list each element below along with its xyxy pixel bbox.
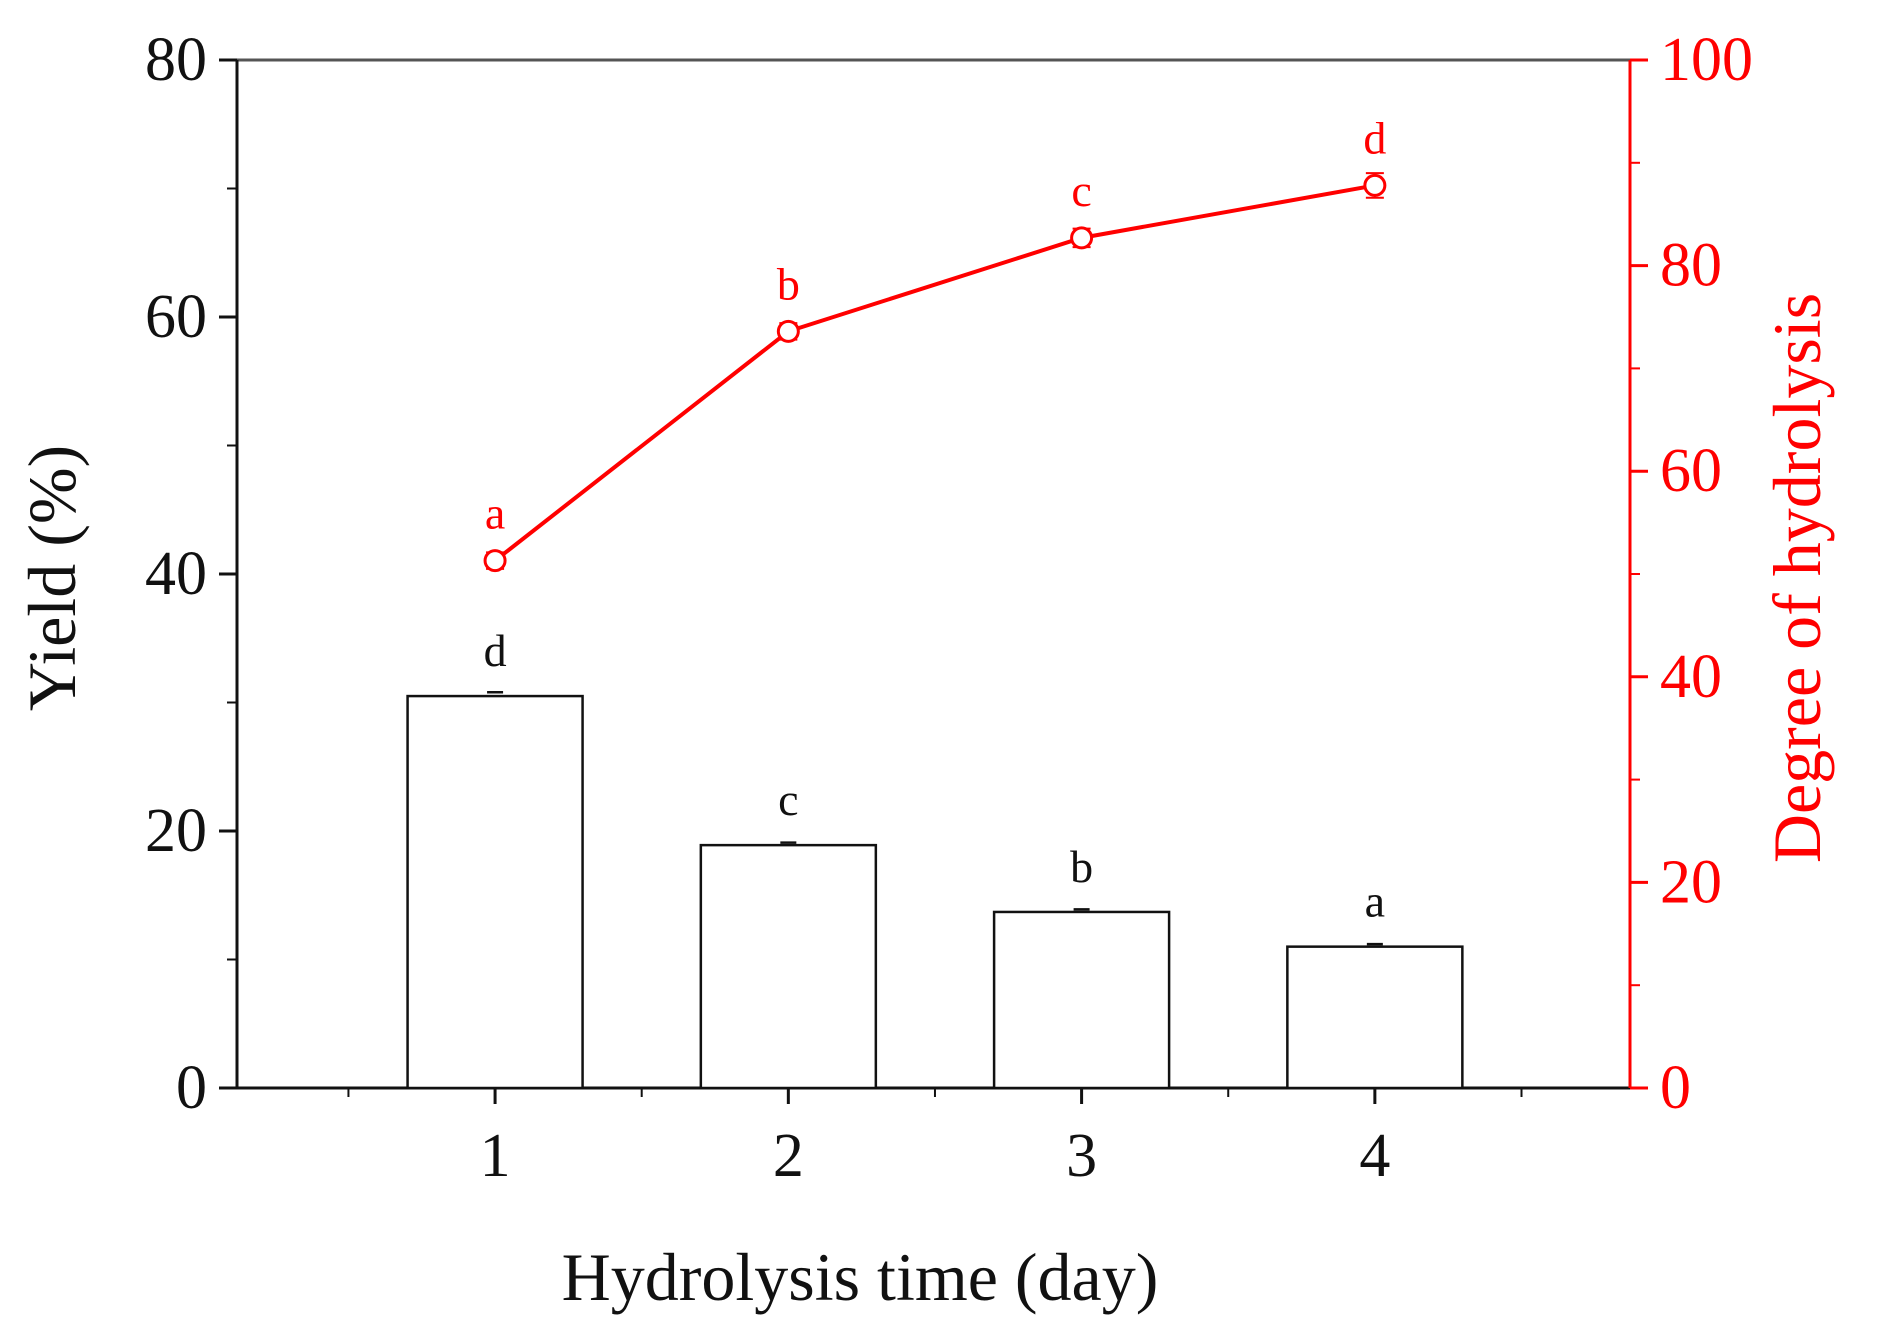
line-series: a b c d [483,112,1387,573]
x-tick-label: 2 [773,1122,804,1190]
line-point [776,319,800,343]
bar-significance-label: c [778,774,798,825]
y-right-tick-label: 80 [1660,232,1722,300]
bar-significance-label: d [484,625,507,676]
bar-series: d c b a [406,625,1464,1090]
line-significance-label: c [1071,165,1091,216]
bar-significance-label: a [1365,876,1385,927]
y-left-tick-label: 80 [145,26,207,94]
bar [992,910,1171,1090]
x-tick-label: 1 [480,1122,511,1190]
x-axis: 1 2 3 4 [347,1088,1523,1190]
y-left-tick-label: 60 [145,283,207,351]
y-left-axis-title: Yield (%) [14,445,90,711]
y-left-axis: 0 20 40 60 80 [145,26,237,1122]
x-tick-label: 4 [1359,1122,1390,1190]
y-right-tick-label: 20 [1660,848,1722,916]
y-left-tick-label: 40 [145,540,207,608]
y-left-tick-label: 0 [176,1054,207,1122]
y-right-tick-label: 0 [1660,1054,1691,1122]
line-path [493,183,1376,563]
line-significance-label: d [1363,112,1386,163]
line-point [483,549,507,573]
x-axis-title: Hydrolysis time (day) [562,1239,1159,1315]
y-right-tick-label: 100 [1660,26,1753,94]
y-right-axis: 0 20 40 60 80 100 [1630,26,1753,1122]
line-point [1363,173,1387,197]
y-left-tick-label: 20 [145,797,207,865]
x-tick-label: 3 [1066,1122,1097,1190]
line-significance-label: a [485,488,505,539]
bar [406,694,584,1090]
bar [1286,945,1464,1090]
y-right-tick-label: 60 [1660,437,1722,505]
line-significance-label: b [777,258,800,309]
bar-significance-label: b [1070,841,1093,892]
line-point [1070,226,1094,250]
bar [699,843,878,1090]
y-right-axis-title: Degree of hydrolysis [1759,293,1835,863]
y-right-tick-label: 40 [1660,643,1722,711]
